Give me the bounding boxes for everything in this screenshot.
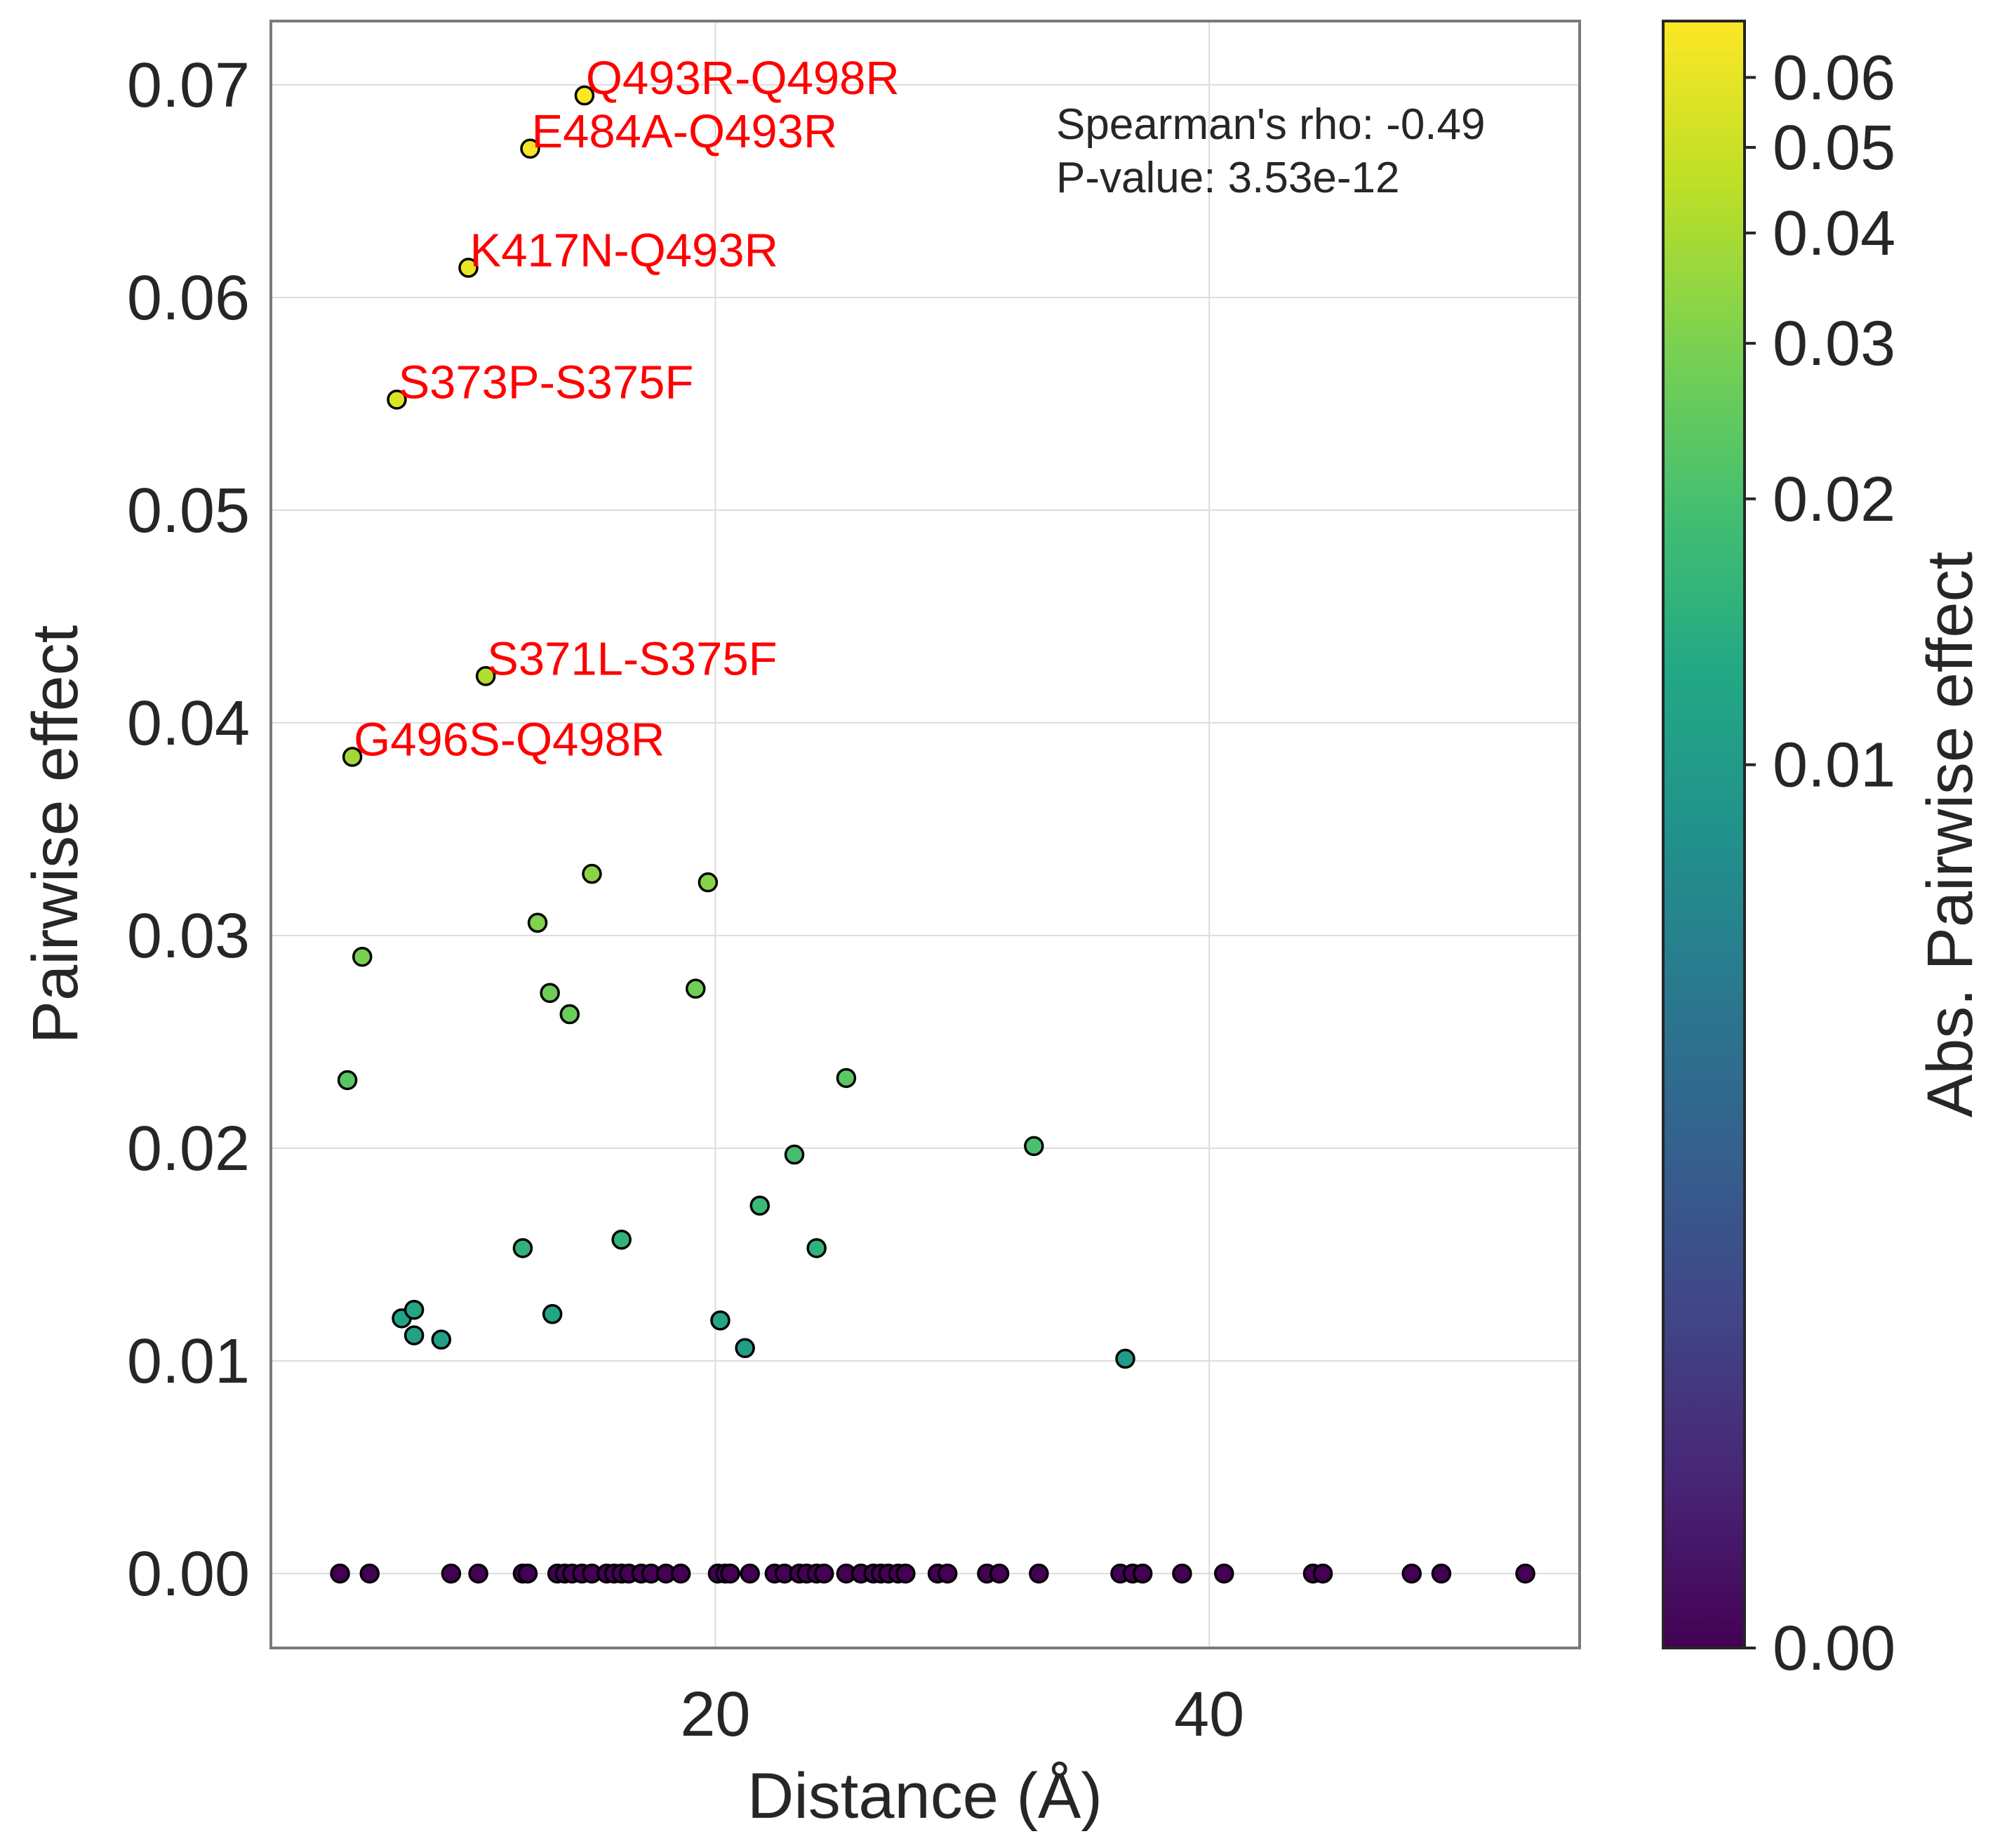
data-point (806, 1238, 827, 1258)
data-point (431, 1329, 452, 1350)
point-label: S373P-S375F (398, 356, 693, 408)
data-point (458, 258, 479, 278)
grid-lines (271, 21, 1580, 1648)
x-axis-ticks: 20 40 (680, 1680, 1244, 1750)
y-axis-title: Pairwise effect (20, 625, 91, 1044)
data-point (895, 1563, 916, 1584)
y-tick-label: 0.06 (127, 263, 250, 333)
data-point (1029, 1563, 1049, 1584)
data-point (512, 1238, 533, 1258)
colorbar-ticks: 0.00 0.01 0.02 0.03 0.04 0.050.06 (1745, 43, 1895, 1684)
data-point (475, 666, 496, 686)
y-tick-label: 0.00 (127, 1539, 250, 1609)
y-tick-label: 0.05 (127, 476, 250, 546)
colorbar-gradient (1663, 21, 1745, 1648)
colorbar-title: Abs. Pairwise effect (1914, 552, 1986, 1117)
data-point (404, 1299, 425, 1320)
data-point (1115, 1348, 1135, 1369)
data-point (387, 390, 407, 410)
point-label: S371L-S375F (487, 632, 777, 685)
data-point (989, 1563, 1010, 1584)
colorbar-tick-label: 0.02 (1773, 465, 1895, 535)
data-point (330, 1563, 350, 1584)
data-point (352, 946, 373, 967)
colorbar-frame (1662, 20, 1746, 1649)
data-point (749, 1195, 770, 1216)
data-point (441, 1563, 462, 1584)
colorbar-tick-label: 0.03 (1773, 309, 1895, 379)
data-point (698, 872, 719, 893)
colorbar-tick-label: 0.01 (1773, 731, 1895, 801)
data-point (670, 1563, 691, 1584)
point-label: G496S-Q498R (354, 713, 665, 766)
data-point (468, 1563, 488, 1584)
plot-frame (269, 20, 1581, 1649)
data-point (582, 863, 602, 884)
point-label: E484A-Q493R (531, 105, 837, 158)
data-point (1172, 1563, 1192, 1584)
data-point (937, 1563, 958, 1584)
colorbar-tick-label: 0.05 (1773, 113, 1895, 183)
data-point (574, 85, 595, 106)
data-point (517, 1563, 538, 1584)
colorbar-tick-label: 0.04 (1773, 199, 1895, 269)
data-point (520, 138, 540, 159)
data-point (1431, 1563, 1452, 1584)
data-point (813, 1563, 834, 1584)
x-tick-label: 40 (1174, 1680, 1244, 1750)
data-point (1132, 1563, 1153, 1584)
data-point (1401, 1563, 1422, 1584)
data-point (1024, 1136, 1044, 1157)
data-point (540, 983, 560, 1003)
data-point (359, 1563, 380, 1584)
data-point (542, 1304, 563, 1324)
data-point (404, 1325, 425, 1345)
data-point (337, 1070, 358, 1091)
data-point (740, 1563, 760, 1584)
x-tick-label: 20 (680, 1680, 750, 1750)
y-tick-label: 0.02 (127, 1114, 250, 1184)
data-point (735, 1338, 755, 1359)
scatter-points (330, 85, 1535, 1584)
colorbar-tick-label: 0.00 (1773, 1614, 1895, 1684)
data-point (720, 1563, 740, 1584)
data-point (527, 912, 548, 933)
spearman-rho-text: Spearman's rho: -0.49 (1056, 100, 1486, 149)
data-point (611, 1229, 632, 1250)
data-point (559, 1004, 580, 1025)
p-value-text: P-value: 3.53e-12 (1056, 154, 1399, 202)
point-label: K417N-Q493R (470, 224, 778, 277)
data-point (1312, 1563, 1333, 1584)
y-tick-label: 0.04 (127, 689, 250, 759)
data-point (1214, 1563, 1234, 1584)
data-point (836, 1068, 857, 1089)
data-point (1515, 1563, 1535, 1584)
data-point (710, 1310, 731, 1331)
data-point (685, 978, 706, 999)
point-label: Q493R-Q498R (586, 52, 900, 105)
y-tick-label: 0.07 (127, 51, 250, 121)
x-axis-title: Distance (Å) (747, 1760, 1102, 1832)
y-axis-ticks: 0.00 0.01 0.02 0.03 0.04 0.05 0.06 0.07 (127, 51, 250, 1609)
data-point (342, 747, 363, 767)
data-point (784, 1144, 805, 1165)
colorbar-tick-label: 0.06 (1773, 43, 1895, 113)
y-tick-label: 0.03 (127, 901, 250, 971)
y-tick-label: 0.01 (127, 1327, 250, 1397)
